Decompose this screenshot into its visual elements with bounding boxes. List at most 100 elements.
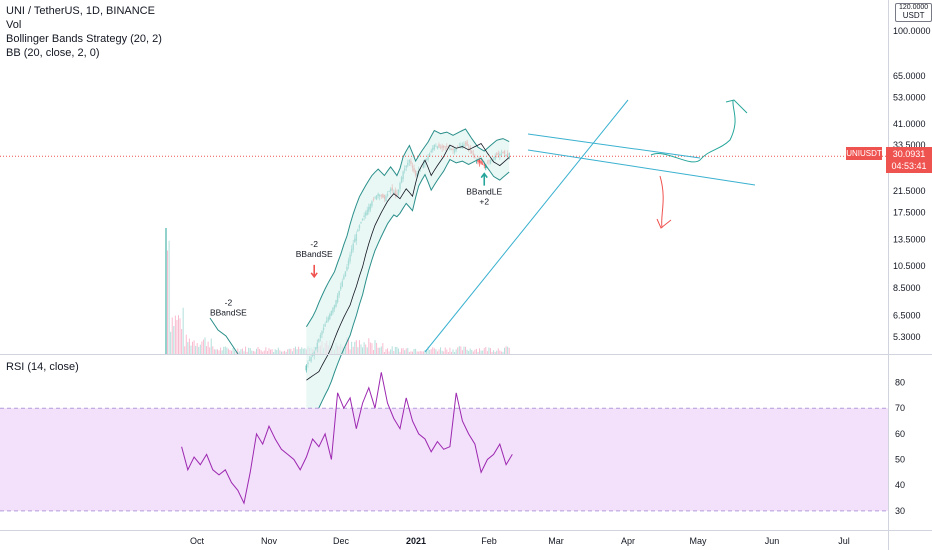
volume-bar [176, 320, 178, 354]
currency-badge[interactable]: 120.0000 USDT [895, 3, 932, 22]
volume-bar [284, 350, 286, 354]
price-badge: 30.0931 04:53:41 [886, 147, 932, 173]
volume-bar [216, 349, 218, 354]
price-tick-label: 6.5000 [893, 311, 921, 321]
time-tick-label: Feb [481, 536, 497, 546]
volume-bar [421, 351, 423, 354]
volume-bar [277, 347, 279, 354]
signal-label: BBandSE [210, 308, 247, 318]
volume-bar [388, 351, 390, 354]
rsi-tick-label: 40 [895, 480, 905, 490]
price-tick-label: 65.0000 [893, 71, 926, 81]
strategy-label[interactable]: Bollinger Bands Strategy (20, 2) [6, 33, 162, 45]
price-tick-label: 8.5000 [893, 283, 921, 293]
candle-body [478, 159, 481, 163]
currency-label: USDT [902, 11, 925, 20]
volume-bar [493, 350, 495, 354]
signal-label: -2 [225, 298, 233, 308]
volume-bar [301, 347, 303, 354]
bollinger-fill [306, 129, 510, 419]
volume-bar [179, 318, 181, 354]
volume-bar [374, 340, 376, 354]
volume-bar [468, 350, 470, 354]
volume-bar [435, 349, 437, 354]
volume-bar [212, 346, 214, 354]
symbol-title[interactable]: UNI / TetherUS, 1D, BINANCE [6, 5, 155, 17]
volume-bar [204, 337, 206, 354]
volume-bar [221, 350, 223, 354]
volume-bar [446, 349, 448, 354]
volume-bar [226, 347, 228, 354]
volume-bar [299, 349, 301, 354]
volume-bar [371, 343, 373, 354]
rsi-tick-label: 30 [895, 506, 905, 516]
volume-bar [293, 348, 295, 354]
price-tick-label: 100.0000 [893, 26, 931, 36]
volume-bar [454, 351, 456, 354]
countdown: 04:53:41 [891, 161, 927, 171]
volume-bar [279, 350, 281, 354]
volume-bar [452, 349, 454, 354]
volume-bar [489, 348, 491, 354]
volume-bar [380, 346, 382, 354]
volume-bar [410, 351, 412, 354]
volume-bar [391, 346, 393, 354]
volume-bar [358, 340, 360, 354]
volume-bar [488, 347, 490, 354]
volume-bar [471, 349, 473, 354]
volume-bar [298, 346, 300, 354]
volume-bar [494, 351, 496, 354]
volume-label[interactable]: Vol [6, 19, 22, 31]
volume-bar [251, 350, 253, 354]
time-tick-label: Oct [190, 536, 205, 546]
price-tick-label: 33.5000 [893, 140, 926, 150]
volume-spike [165, 228, 167, 354]
volume-bar [496, 350, 498, 354]
volume-bar [354, 341, 356, 354]
volume-bar [504, 347, 506, 354]
price-tick-label: 10.5000 [893, 261, 926, 271]
volume-bar [360, 344, 362, 354]
volume-bar [430, 349, 432, 354]
price-tick-label: 21.5000 [893, 186, 926, 196]
volume-bar [215, 349, 217, 354]
volume-bar [227, 348, 229, 354]
volume-bar [357, 347, 359, 354]
volume-bar [234, 350, 236, 354]
volume-bar [387, 348, 389, 354]
bollinger-early [209, 317, 239, 355]
volume-bar [376, 342, 378, 354]
volume-bar [296, 349, 298, 354]
volume-bar [474, 349, 476, 354]
volume-bar [441, 350, 443, 354]
volume-bar [422, 351, 424, 354]
volume-bar [475, 348, 477, 354]
volume-bar [252, 350, 254, 354]
volume-bar [365, 344, 367, 354]
volume-bar [402, 348, 404, 354]
volume-bar [243, 351, 245, 354]
rsi-tick-label: 50 [895, 455, 905, 465]
volume-bar [173, 326, 175, 354]
bollinger-label[interactable]: BB (20, close, 2, 0) [6, 47, 100, 59]
volume-bar [436, 351, 438, 354]
volume-bar [443, 351, 445, 354]
rsi-label[interactable]: RSI (14, close) [6, 361, 79, 373]
rsi-line [181, 372, 513, 505]
volume-bar [245, 346, 247, 354]
volume-bar [397, 348, 399, 354]
price-tick-label: 5.3000 [893, 332, 921, 342]
bullish-arrowhead [725, 99, 748, 114]
volume-bar [427, 346, 429, 354]
volume-bar [282, 351, 284, 354]
signal-label: BBandLE [466, 187, 502, 197]
time-tick-label: Apr [621, 536, 635, 546]
volume-bar [192, 341, 194, 354]
rsi-tick-label: 60 [895, 429, 905, 439]
volume-bar [461, 350, 463, 354]
rsi-pane[interactable] [0, 372, 888, 512]
volume-bar [344, 346, 346, 354]
